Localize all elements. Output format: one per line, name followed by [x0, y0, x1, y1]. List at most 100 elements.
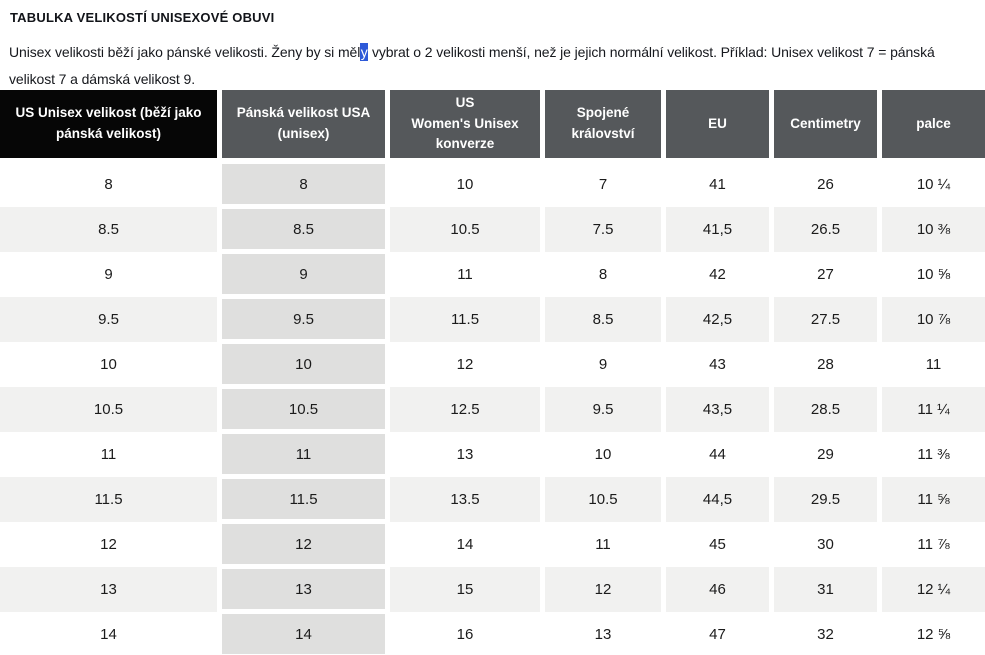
size-cell: 28	[774, 342, 877, 387]
size-cell: 10 ⅝	[882, 252, 985, 297]
size-cell: 14	[222, 612, 385, 655]
size-table: US Unisex velikost (běží jako pánská vel…	[0, 90, 985, 655]
size-cell: 26	[774, 162, 877, 207]
size-cell: 27.5	[774, 297, 877, 342]
size-cell: 9.5	[0, 297, 217, 342]
size-cell: 8.5	[545, 297, 661, 342]
size-cell: 9	[0, 252, 217, 297]
size-cell: 9	[545, 342, 661, 387]
size-cell: 11	[390, 252, 540, 297]
size-cell: 32	[774, 612, 877, 655]
size-cell: 28.5	[774, 387, 877, 432]
text-selection-highlight: y	[360, 43, 369, 61]
size-cell: 14	[0, 612, 217, 655]
size-cell: 8	[0, 162, 217, 207]
column-header-us-womens: US Women's Unisex konverze	[390, 90, 540, 158]
table-row: 9.5 9.5 11.5 8.5 42,5 27.5 10 ⅞	[0, 297, 985, 342]
size-cell: 10.5	[0, 387, 217, 432]
table-row: 12 12 14 11 45 30 11 ⅞	[0, 522, 985, 567]
size-cell: 30	[774, 522, 877, 567]
size-cell: 11 ⅜	[882, 432, 985, 477]
table-header-row: US Unisex velikost (běží jako pánská vel…	[0, 90, 985, 158]
size-cell: 15	[390, 567, 540, 612]
size-cell: 10	[545, 432, 661, 477]
size-cell: 12 ¼	[882, 567, 985, 612]
size-cell: 8.5	[0, 207, 217, 252]
size-cell: 42	[666, 252, 769, 297]
size-cell: 16	[390, 612, 540, 655]
size-cell: 12.5	[390, 387, 540, 432]
size-cell: 46	[666, 567, 769, 612]
size-cell: 12	[545, 567, 661, 612]
intro-text: Unisex velikosti běží jako pánské veliko…	[0, 25, 985, 93]
column-header-centimeters: Centimetry	[774, 90, 877, 158]
size-cell: 8	[222, 162, 385, 207]
size-cell: 11	[545, 522, 661, 567]
size-cell: 44	[666, 432, 769, 477]
size-cell: 11.5	[390, 297, 540, 342]
column-header-us-unisex: US Unisex velikost (běží jako pánská vel…	[0, 90, 217, 158]
size-cell: 41,5	[666, 207, 769, 252]
size-cell: 44,5	[666, 477, 769, 522]
size-cell: 9.5	[545, 387, 661, 432]
size-cell: 10	[222, 342, 385, 387]
size-cell: 47	[666, 612, 769, 655]
size-cell: 7	[545, 162, 661, 207]
size-cell: 29	[774, 432, 877, 477]
size-cell: 43	[666, 342, 769, 387]
size-cell: 12	[222, 522, 385, 567]
size-cell: 11	[0, 432, 217, 477]
size-cell: 42,5	[666, 297, 769, 342]
column-header-eu: EU	[666, 90, 769, 158]
page-title: TABULKA VELIKOSTÍ UNISEXOVÉ OBUVI	[10, 10, 275, 25]
size-cell: 43,5	[666, 387, 769, 432]
size-cell: 45	[666, 522, 769, 567]
size-cell: 11.5	[0, 477, 217, 522]
size-cell: 14	[390, 522, 540, 567]
size-cell: 7.5	[545, 207, 661, 252]
column-header-mens-usa: Pánská velikost USA (unisex)	[222, 90, 385, 158]
table-row: 9 9 11 8 42 27 10 ⅝	[0, 252, 985, 297]
size-cell: 10 ⅜	[882, 207, 985, 252]
size-cell: 11.5	[222, 477, 385, 522]
table-row: 14 14 16 13 47 32 12 ⅝	[0, 612, 985, 655]
size-cell: 13	[390, 432, 540, 477]
intro-text-before: Unisex velikosti běží jako pánské veliko…	[9, 44, 361, 60]
size-cell: 10	[0, 342, 217, 387]
size-cell: 41	[666, 162, 769, 207]
size-cell: 10	[390, 162, 540, 207]
table-row: 10 10 12 9 43 28 11	[0, 342, 985, 387]
size-cell: 29.5	[774, 477, 877, 522]
size-cell: 11 ⅞	[882, 522, 985, 567]
size-cell: 9.5	[222, 297, 385, 342]
table-row: 10.5 10.5 12.5 9.5 43,5 28.5 11 ¼	[0, 387, 985, 432]
size-cell: 13	[0, 567, 217, 612]
size-cell: 10.5	[222, 387, 385, 432]
size-cell: 12	[390, 342, 540, 387]
size-cell: 11 ⅝	[882, 477, 985, 522]
size-cell: 11	[222, 432, 385, 477]
table-row: 13 13 15 12 46 31 12 ¼	[0, 567, 985, 612]
size-cell: 26.5	[774, 207, 877, 252]
intro-text-after: vybrat o 2 velikosti menší, než je jejic…	[9, 44, 935, 87]
size-cell: 27	[774, 252, 877, 297]
size-cell: 12	[0, 522, 217, 567]
size-cell: 12 ⅝	[882, 612, 985, 655]
size-cell: 8	[545, 252, 661, 297]
table-row: 8.5 8.5 10.5 7.5 41,5 26.5 10 ⅜	[0, 207, 985, 252]
table-row: 8 8 10 7 41 26 10 ¼	[0, 162, 985, 207]
column-header-uk: Spojené království	[545, 90, 661, 158]
table-row: 11.5 11.5 13.5 10.5 44,5 29.5 11 ⅝	[0, 477, 985, 522]
column-header-inches: palce	[882, 90, 985, 158]
table-row: 11 11 13 10 44 29 11 ⅜	[0, 432, 985, 477]
size-cell: 13	[222, 567, 385, 612]
size-cell: 13	[545, 612, 661, 655]
size-cell: 10.5	[390, 207, 540, 252]
size-cell: 11 ¼	[882, 387, 985, 432]
size-cell: 9	[222, 252, 385, 297]
size-cell: 10 ¼	[882, 162, 985, 207]
size-cell: 13.5	[390, 477, 540, 522]
size-cell: 10.5	[545, 477, 661, 522]
